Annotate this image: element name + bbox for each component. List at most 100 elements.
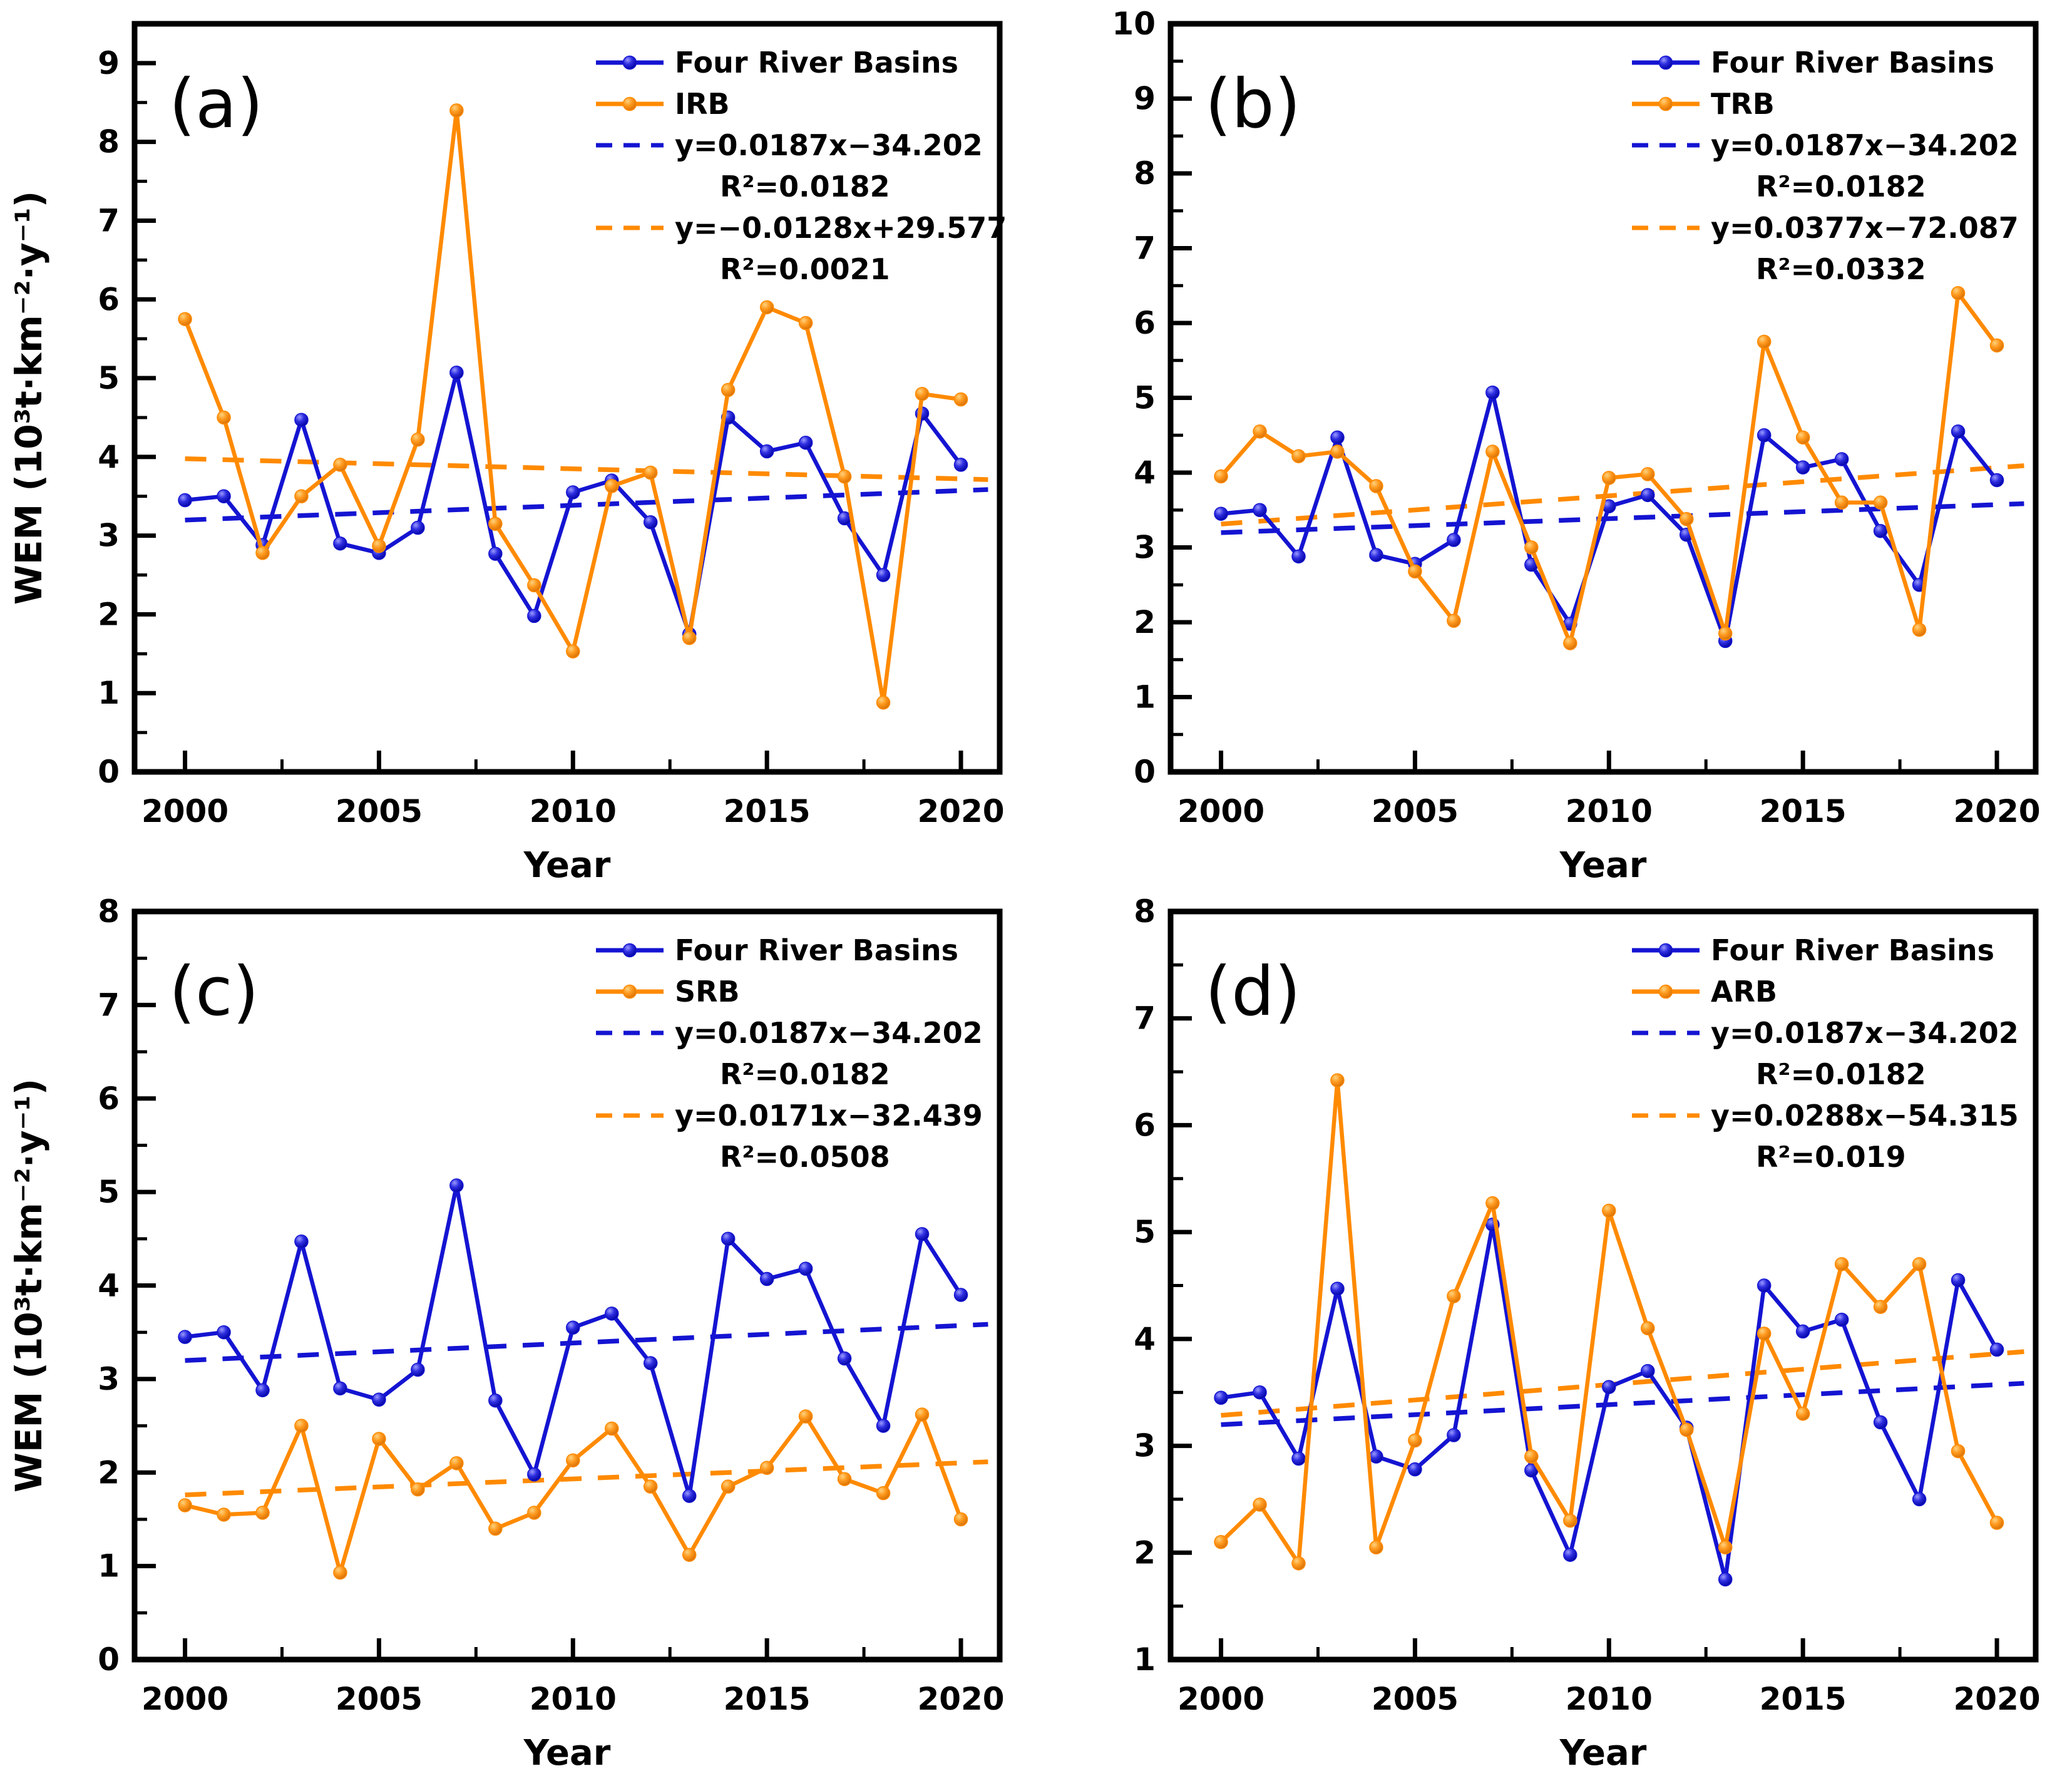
data-point [798,316,813,331]
data-point [915,386,930,401]
data-point [915,1227,930,1241]
data-point [1253,1497,1267,1512]
trendline-y-0-0187x-34-202 [185,1322,988,1363]
y-axis-tick-label: 3 [1134,530,1156,566]
y-axis-tick-label: 4 [1134,1321,1156,1357]
data-point [1485,385,1500,400]
data-point [527,578,541,593]
data-point [1718,1572,1733,1587]
data-point [1795,430,1810,445]
data-point [1951,424,1966,439]
legend-swatch-marker [1658,984,1673,999]
y-axis-tick-label: 7 [1134,1000,1156,1037]
data-point [1641,1321,1655,1336]
data-point [643,1479,658,1494]
data-point [333,458,347,472]
legend-swatch-marker [622,984,637,999]
data-point [1912,1257,1927,1271]
data-point [682,1489,697,1503]
data-point [837,1472,852,1486]
data-point [798,1409,813,1424]
y-axis-tick-label: 2 [1134,604,1156,640]
series-points-four-river-basins [1214,1217,2004,1587]
y-axis-tick-label: 7 [1134,230,1156,267]
data-point [527,1506,541,1520]
data-point [1951,1273,1966,1288]
data-point [566,1320,580,1335]
legend-swatch-marker [1658,943,1673,958]
data-point [643,515,658,530]
data-point [682,630,697,645]
data-point [876,568,891,582]
data-point [217,1507,231,1522]
data-point [1330,444,1345,459]
data-point [1989,338,2004,353]
panel-letter: (c) [169,953,259,1031]
legend-swatch-marker [1658,96,1673,111]
x-axis-tick-label: 2015 [1760,793,1847,829]
axis-ticks [1171,909,1999,1662]
y-axis-tick-label: 8 [98,124,120,160]
y-axis-tick-label: 8 [98,893,120,930]
data-point [411,1482,425,1497]
data-point [1408,564,1422,578]
data-point [1291,1556,1306,1571]
plot-frame [131,908,1003,1663]
trendline-y-0-0187x-34-202 [1221,501,2024,535]
data-point [294,489,309,503]
data-point [294,413,309,427]
data-point [1253,424,1267,439]
trendline-y-0-0128x-29-577 [185,456,988,482]
data-point [1873,523,1888,538]
series-points-irb [178,103,968,710]
data-point [1408,1462,1422,1477]
data-point [449,1178,464,1193]
data-point [1873,1300,1888,1314]
legend-label: y=0.0187x−34.202 [1711,1016,2019,1050]
y-axis-tick-label: 2 [98,596,120,632]
legend-label: y=0.0187x−34.202 [675,128,983,162]
data-point [721,382,736,398]
data-point [953,1288,968,1302]
x-axis-tick-label: 2020 [1953,1681,2040,1717]
legend-label: y=0.0288x−54.315 [1711,1099,2019,1132]
y-axis-tick-label: 10 [1112,6,1156,42]
data-point [411,1362,425,1377]
data-point [1912,622,1927,637]
data-point [1989,473,2004,488]
panel-d-chart: 1 2 3 4 5 6 7 8 2000 2005 2010 2015 2020 Year (d) Four … [1134,893,2040,1773]
data-point [721,1479,736,1494]
data-point [488,1521,503,1536]
panel-d: 1 2 3 4 5 6 7 8 2000 2005 2010 2015 2020 Year (d) Four … [1036,888,2072,1775]
data-point [953,392,968,407]
data-point [255,546,270,560]
legend: Four River Basins IRB y=0.0187x−34.202 R²=0… [596,46,1007,286]
legend-r2-label: R²=0.0182 [720,1057,890,1091]
data-point [1757,1327,1772,1341]
x-axis-tick-label: 2020 [917,1681,1004,1717]
panel-letter: (a) [169,65,263,143]
data-point [1602,1380,1616,1394]
legend-label: IRB [675,87,730,121]
x-axis-tick-label: 2010 [1566,793,1653,829]
data-point [605,1306,619,1321]
legend-swatch-marker [622,943,637,958]
data-point [837,470,852,484]
plot-frame [1167,21,2039,775]
data-point [1447,613,1461,628]
data-point [1641,488,1655,503]
data-point [1214,469,1228,484]
data-point [217,410,231,425]
data-point [178,312,192,326]
series-line-four-river-basins [1219,1222,1999,1582]
x-axis-tick-label: 2000 [141,1681,228,1717]
series-line-trb [1219,290,1999,645]
data-point [1369,479,1383,493]
data-point [1563,636,1577,650]
x-axis-tick-label: 2015 [724,1681,811,1717]
legend-label: y=0.0171x−32.439 [675,1099,983,1132]
data-point [1834,1257,1849,1271]
panel-a: 0 1 2 3 4 5 6 7 8 9 2000 2005 2010 2015 2020 Year WEM (1… [0,0,1036,888]
data-point [1795,1324,1810,1339]
